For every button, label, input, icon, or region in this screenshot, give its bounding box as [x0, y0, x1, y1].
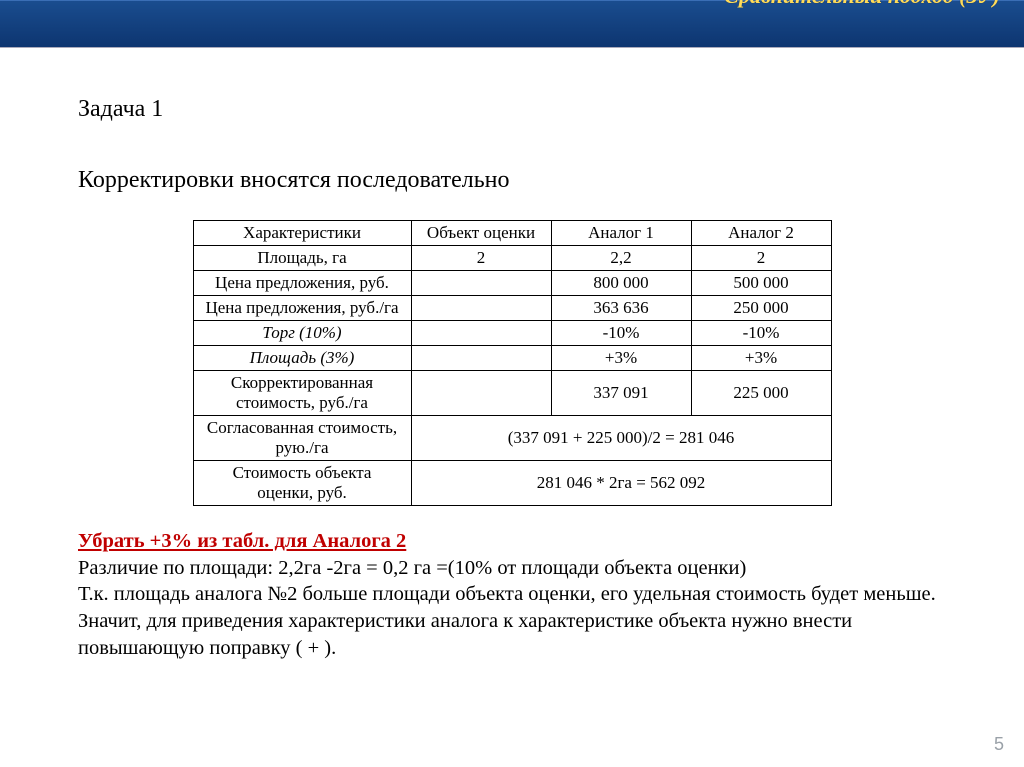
- cell: -10%: [551, 321, 691, 346]
- cell-merged: (337 091 + 225 000)/2 = 281 046: [411, 416, 831, 461]
- comparison-table: Характеристики Объект оценки Аналог 1 Ан…: [193, 220, 832, 506]
- col-object: Объект оценки: [411, 221, 551, 246]
- header-title: Сравнительный подход (ЗУ): [724, 0, 1000, 9]
- cell: +3%: [691, 346, 831, 371]
- table-header-row: Характеристики Объект оценки Аналог 1 Ан…: [193, 221, 831, 246]
- cell: 800 000: [551, 271, 691, 296]
- cell-label: Цена предложения, руб.: [193, 271, 411, 296]
- cell: [411, 321, 551, 346]
- cell-label: Торг (10%): [193, 321, 411, 346]
- col-analog2: Аналог 2: [691, 221, 831, 246]
- cell-label: Цена предложения, руб./га: [193, 296, 411, 321]
- col-analog1: Аналог 1: [551, 221, 691, 246]
- header-band: Сравнительный подход (ЗУ): [0, 0, 1024, 48]
- page-number: 5: [994, 734, 1004, 755]
- table-row: Торг (10%) -10% -10%: [193, 321, 831, 346]
- cell: -10%: [691, 321, 831, 346]
- table-row: Стоимость объекта оценки, руб. 281 046 *…: [193, 461, 831, 506]
- note-red: Убрать +3% из табл. для Аналога 2: [78, 530, 406, 552]
- cell: 337 091: [551, 371, 691, 416]
- table-row: Цена предложения, руб. 800 000 500 000: [193, 271, 831, 296]
- cell: +3%: [551, 346, 691, 371]
- task-number: Задача 1: [78, 96, 946, 123]
- cell-label: Площадь (3%): [193, 346, 411, 371]
- cell: 500 000: [691, 271, 831, 296]
- note-line2: Т.к. площадь аналога №2 больше площади о…: [78, 583, 936, 658]
- cell: 250 000: [691, 296, 831, 321]
- cell: [411, 271, 551, 296]
- table-row: Площадь, га 2 2,2 2: [193, 246, 831, 271]
- cell-label: Площадь, га: [193, 246, 411, 271]
- cell: [411, 371, 551, 416]
- cell: 2: [691, 246, 831, 271]
- cell-label: Скорректированная стоимость, руб./га: [193, 371, 411, 416]
- col-characteristics: Характеристики: [193, 221, 411, 246]
- cell: [411, 346, 551, 371]
- cell: 2: [411, 246, 551, 271]
- table-row: Согласованная стоимость, рую./га (337 09…: [193, 416, 831, 461]
- cell: 2,2: [551, 246, 691, 271]
- note-line1: Различие по площади: 2,2га -2га = 0,2 га…: [78, 557, 746, 579]
- slide-content: Задача 1 Корректировки вносятся последов…: [0, 48, 1024, 661]
- cell: [411, 296, 551, 321]
- cell: 363 636: [551, 296, 691, 321]
- notes-block: Убрать +3% из табл. для Аналога 2 Различ…: [78, 528, 946, 661]
- cell-label: Стоимость объекта оценки, руб.: [193, 461, 411, 506]
- cell: 225 000: [691, 371, 831, 416]
- table-row: Скорректированная стоимость, руб./га 337…: [193, 371, 831, 416]
- table-row: Площадь (3%) +3% +3%: [193, 346, 831, 371]
- cell-merged: 281 046 * 2га = 562 092: [411, 461, 831, 506]
- task-subtitle: Корректировки вносятся последовательно: [78, 167, 946, 194]
- cell-label: Согласованная стоимость, рую./га: [193, 416, 411, 461]
- table-row: Цена предложения, руб./га 363 636 250 00…: [193, 296, 831, 321]
